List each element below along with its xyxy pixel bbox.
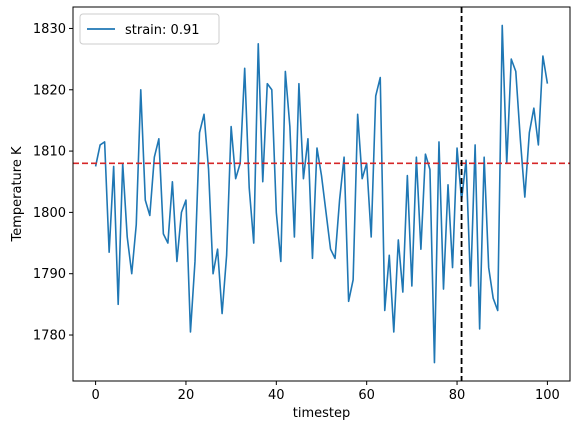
y-tick-label: 1780 <box>33 329 66 344</box>
x-tick-label: 100 <box>535 388 560 403</box>
x-tick-label: 40 <box>268 388 285 403</box>
y-tick-label: 1800 <box>33 206 66 221</box>
x-axis-label: timestep <box>293 406 351 421</box>
plot-frame <box>72 6 571 382</box>
x-tick-label: 80 <box>449 388 466 403</box>
y-tick-label: 1790 <box>33 267 66 282</box>
x-tick-label: 20 <box>178 388 195 403</box>
y-axis: 1780 1790 1800 1810 1820 1830 <box>33 22 73 344</box>
x-axis: 0 20 40 60 80 100 <box>91 381 560 403</box>
x-tick-label: 60 <box>358 388 375 403</box>
y-axis-label: Temperature K <box>10 146 25 242</box>
legend-box <box>79 13 220 45</box>
y-tick-label: 1830 <box>33 22 66 37</box>
x-tick-label: 0 <box>91 388 99 403</box>
y-tick-label: 1810 <box>33 145 66 160</box>
y-tick-label: 1820 <box>33 83 66 98</box>
plot-content <box>73 7 570 381</box>
series-line-0 <box>94 24 549 364</box>
legend: strain: 0.91 <box>79 13 220 45</box>
legend-entry-strain: strain: 0.91 <box>125 23 200 38</box>
